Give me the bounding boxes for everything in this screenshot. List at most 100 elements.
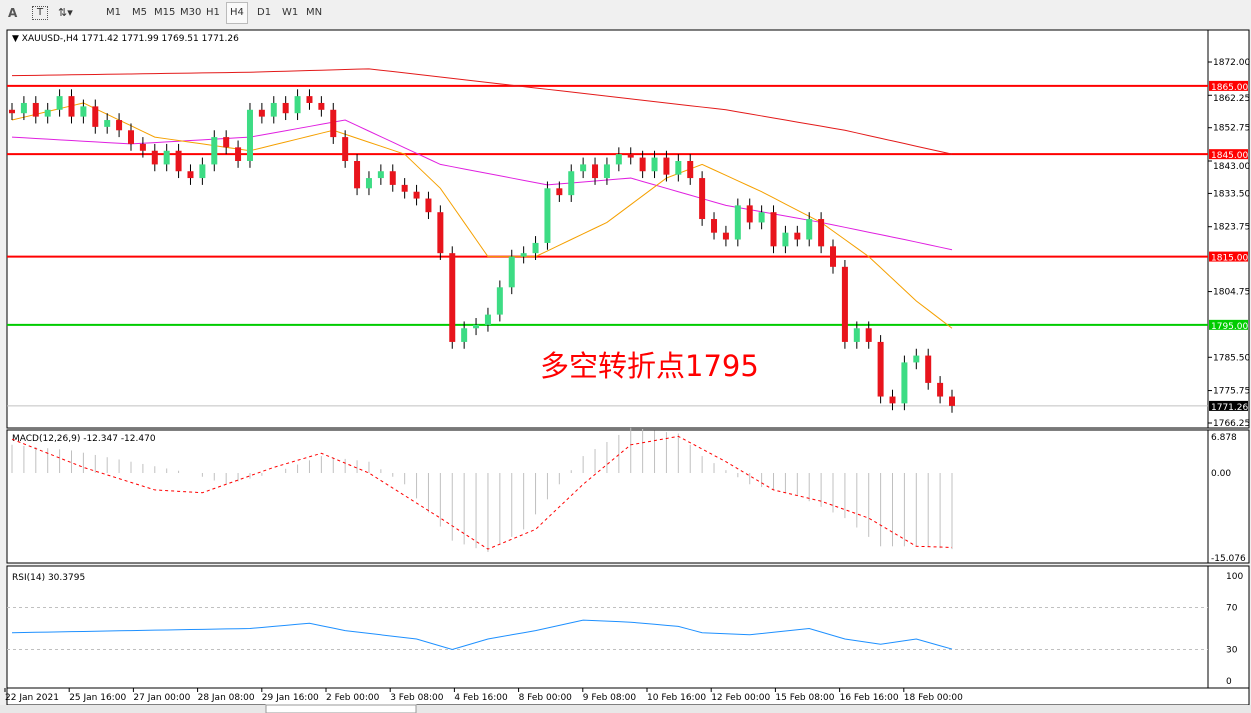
candle-bear — [925, 355, 932, 383]
main-panel — [6, 29, 1250, 429]
time-tick-label: 15 Feb 08:00 — [775, 693, 834, 703]
candle-bull — [520, 253, 527, 257]
rsi-tick-label: 30 — [1226, 646, 1238, 656]
candle-bull — [532, 242, 539, 254]
timeframe-mn[interactable]: MN — [306, 7, 323, 18]
toolbar: A T ⇅▾ M1 M5 M15 M30 H1 H4 D1 W1 MN — [0, 0, 1251, 27]
level-price-label: 1845.00 — [1211, 151, 1248, 161]
rsi-tick-label: 100 — [1226, 572, 1243, 582]
chart-tab — [265, 704, 417, 713]
candle-bull — [56, 96, 63, 110]
candle-bear — [437, 212, 444, 254]
candle-bear — [354, 160, 361, 189]
candle-bear — [116, 120, 123, 131]
candle-bull — [508, 256, 515, 288]
timeframe-h4[interactable]: H4 — [226, 2, 248, 24]
candle-bear — [342, 137, 349, 161]
level-price-badge — [1209, 149, 1248, 160]
level-price-badge — [1209, 80, 1248, 91]
price-tick-label: 1766.25 — [1213, 419, 1250, 429]
time-tick-label: 10 Feb 16:00 — [647, 693, 706, 703]
level-price-badge — [1209, 319, 1248, 330]
candle-bull — [461, 328, 468, 342]
candle-bear — [187, 171, 194, 179]
timeframe-m1[interactable]: M1 — [106, 7, 121, 18]
candle-bear — [151, 150, 158, 165]
time-tick-label: 12 Feb 00:00 — [711, 693, 770, 703]
candle-bull — [377, 171, 384, 179]
level-price-label: 1795.00 — [1211, 322, 1248, 332]
candle-bear — [330, 109, 337, 138]
bottom-tabs-strip — [0, 705, 1251, 713]
candle-bear — [722, 232, 729, 240]
candle-bull — [806, 219, 813, 240]
candle-bear — [258, 109, 265, 117]
text-icon[interactable]: A — [8, 6, 18, 20]
price-tick-label: 1872.00 — [1213, 58, 1250, 68]
candle-bear — [282, 102, 289, 114]
timeframe-m30[interactable]: M30 — [180, 7, 202, 18]
candle-bull — [365, 178, 372, 189]
candle-bull — [80, 106, 87, 117]
candle-bear — [32, 102, 39, 117]
candle-bear — [401, 184, 408, 192]
candle-bear — [306, 96, 313, 103]
candle-bull — [104, 120, 111, 127]
candle-bear — [223, 137, 230, 148]
text-label-icon[interactable]: T — [32, 6, 48, 20]
candle-bear — [746, 205, 753, 223]
time-tick-label: 28 Jan 08:00 — [198, 693, 255, 703]
candle-bear — [699, 178, 706, 220]
time-tick-label: 25 Jan 16:00 — [69, 693, 126, 703]
candle-bull — [734, 205, 741, 240]
candle-bear — [937, 382, 944, 397]
timeframe-w1[interactable]: W1 — [282, 7, 299, 18]
candle-bull — [615, 154, 622, 165]
macd-tick-label: 0.00 — [1211, 469, 1231, 479]
candle-bull — [163, 150, 170, 165]
candle-bear — [9, 109, 15, 114]
candle-bear — [556, 188, 563, 196]
ma-mid-line — [11, 119, 953, 251]
arrows-icon[interactable]: ⇅▾ — [58, 6, 73, 19]
candle-bull — [675, 160, 682, 175]
price-tick-label: 1843.00 — [1213, 162, 1250, 172]
candle-bull — [580, 164, 587, 172]
candle-bull — [496, 287, 503, 315]
candle-bear — [425, 198, 432, 213]
rsi-panel — [6, 565, 1250, 689]
macd-tick-label: -15.076 — [1211, 554, 1246, 564]
candle-bull — [901, 362, 908, 404]
candle-bear — [449, 253, 456, 342]
candle-bear — [889, 396, 896, 404]
timeframe-h1[interactable]: H1 — [206, 7, 220, 18]
time-tick-label: 16 Feb 16:00 — [840, 693, 899, 703]
time-tick-label: 8 Feb 00:00 — [519, 693, 573, 703]
timeframe-m15[interactable]: M15 — [154, 7, 176, 18]
candle-bear — [830, 246, 837, 267]
candle-bear — [127, 130, 134, 144]
timeframe-m5[interactable]: M5 — [132, 7, 147, 18]
rsi-tick-label: 70 — [1226, 604, 1238, 614]
macd-panel — [6, 429, 1250, 564]
candle-bull — [568, 171, 575, 196]
candle-bull — [270, 102, 277, 117]
candle-bear — [841, 266, 848, 342]
macd-tick-label: 6.878 — [1211, 433, 1237, 443]
candle-bear — [949, 396, 955, 406]
time-tick-label: 4 Feb 16:00 — [454, 693, 508, 703]
timeframe-d1[interactable]: D1 — [257, 7, 272, 18]
macd-signal-line — [11, 435, 953, 550]
candle-bull — [484, 314, 491, 325]
chart-area[interactable]: 1872.00 1862.25 1852.75 1843.00 1833.50 1823.… — [0, 26, 1251, 713]
candle-bull — [603, 164, 610, 179]
price-tick-label: 1785.50 — [1213, 353, 1250, 363]
time-tick-label: 22 Jan 2021 — [5, 693, 59, 703]
time-tick-label: 3 Feb 08:00 — [390, 693, 444, 703]
time-tick-label: 9 Feb 08:00 — [583, 693, 637, 703]
candle-bear — [68, 96, 75, 117]
candle-bear — [175, 150, 182, 172]
candle-bear — [639, 157, 646, 172]
price-tick-label: 1823.75 — [1213, 223, 1250, 233]
price-tick-label: 1833.50 — [1213, 189, 1250, 199]
